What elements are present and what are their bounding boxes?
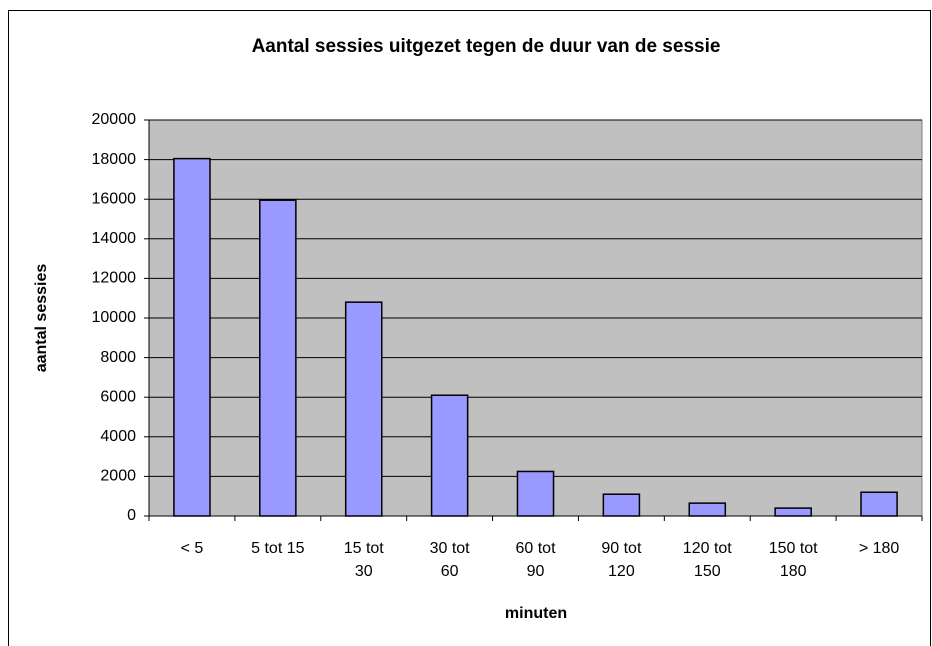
x-tick-label: 60 tot 90 xyxy=(515,540,556,580)
x-tick-label: < 5 xyxy=(181,540,204,557)
y-tick-label: 14000 xyxy=(92,230,137,247)
bar xyxy=(774,507,812,517)
bar xyxy=(602,493,641,517)
bar xyxy=(344,301,383,517)
bar xyxy=(259,199,297,517)
y-tick-label: 12000 xyxy=(92,270,137,287)
y-tick-label: 20000 xyxy=(92,111,137,128)
x-tick-label: 15 tot 30 xyxy=(344,540,385,580)
y-tick-label: 10000 xyxy=(92,309,137,326)
y-tick-label: 16000 xyxy=(92,190,137,207)
x-tick-label: 150 tot 180 xyxy=(769,540,818,580)
y-tick-label: 0 xyxy=(127,507,136,524)
chart-frame xyxy=(8,10,931,646)
x-tick-label: > 180 xyxy=(859,540,900,557)
y-tick-label: 18000 xyxy=(92,151,137,168)
y-tick-label: 4000 xyxy=(100,428,136,445)
bar xyxy=(173,157,211,517)
y-tick-label: 8000 xyxy=(100,349,136,366)
y-tick-label: 2000 xyxy=(100,468,136,485)
bar xyxy=(430,394,469,517)
bar xyxy=(688,502,727,517)
y-axis-label: aantal sessies xyxy=(33,264,50,373)
x-tick-label: 120 tot 150 xyxy=(683,540,732,580)
y-tick-label: 6000 xyxy=(100,388,136,405)
x-tick-label: 5 tot 15 xyxy=(251,540,304,557)
bar xyxy=(516,470,555,517)
bar xyxy=(860,491,898,517)
chart-title: Aantal sessies uitgezet tegen de duur va… xyxy=(252,36,721,57)
x-tick-label: 90 tot 120 xyxy=(601,540,642,580)
x-axis-label: minuten xyxy=(505,605,567,622)
x-tick-label: 30 tot 60 xyxy=(430,540,471,580)
